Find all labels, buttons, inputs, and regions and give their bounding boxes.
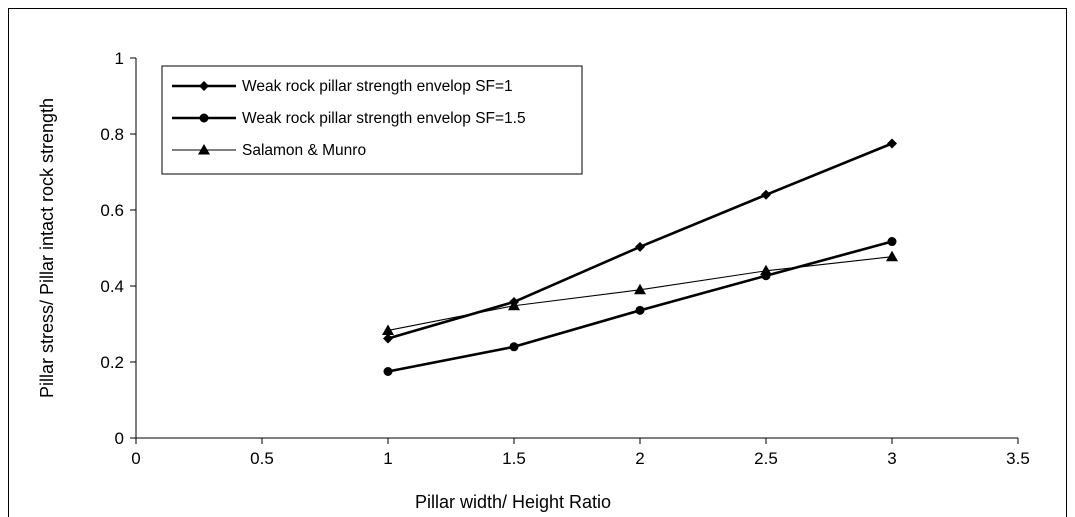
data-point	[509, 342, 519, 352]
axes: 0 0.2 0.4 0.6 0.8 1 0 0.5 1 1.5 2 2.5 3 3.5	[100, 49, 1029, 468]
x-tick-label: 2	[635, 449, 644, 468]
series-3	[382, 250, 898, 335]
data-point	[886, 250, 898, 262]
data-point	[760, 264, 772, 276]
data-point	[635, 241, 645, 252]
x-tick-label: 1.5	[502, 449, 526, 468]
y-tick-label: 1	[115, 49, 124, 68]
chart-frame	[8, 8, 1067, 517]
x-tick-label: 0	[131, 449, 140, 468]
legend-marker	[198, 144, 210, 155]
x-tick-label: 0.5	[250, 449, 274, 468]
y-tick-label: 0	[115, 429, 124, 448]
legend-label: Weak rock pillar strength envelop SF=1.5	[242, 110, 526, 127]
data-point	[634, 283, 646, 295]
y-tick-label: 0.6	[100, 201, 124, 220]
legend: Weak rock pillar strength envelop SF=1 We…	[161, 65, 583, 175]
legend-label: Weak rock pillar strength envelop SF=1	[242, 78, 513, 95]
data-point	[887, 138, 897, 149]
data-point	[887, 237, 897, 247]
y-tick-label: 0.4	[100, 277, 124, 296]
legend-box	[161, 65, 583, 175]
y-tick-label: 0.2	[100, 353, 124, 372]
data-point	[382, 324, 394, 335]
legend-label: Salamon & Munro	[242, 142, 366, 159]
x-tick-label: 2.5	[754, 449, 778, 468]
data-point	[508, 299, 520, 311]
series-2	[383, 237, 897, 376]
x-axis-title: Pillar width/ Height Ratio	[415, 492, 611, 512]
y-axis-title: Pillar stress/ Pillar intact rock streng…	[37, 98, 57, 398]
data-point	[383, 333, 393, 344]
data-point	[635, 305, 645, 315]
series-layer	[382, 138, 898, 376]
y-tick-label: 0.8	[100, 125, 124, 144]
x-tick-label: 1	[383, 449, 392, 468]
legend-marker	[199, 113, 209, 123]
data-point	[383, 367, 393, 376]
legend-marker	[199, 81, 209, 91]
data-point	[761, 189, 771, 200]
x-tick-label: 3.5	[1006, 449, 1030, 468]
x-tick-label: 3	[887, 449, 896, 468]
